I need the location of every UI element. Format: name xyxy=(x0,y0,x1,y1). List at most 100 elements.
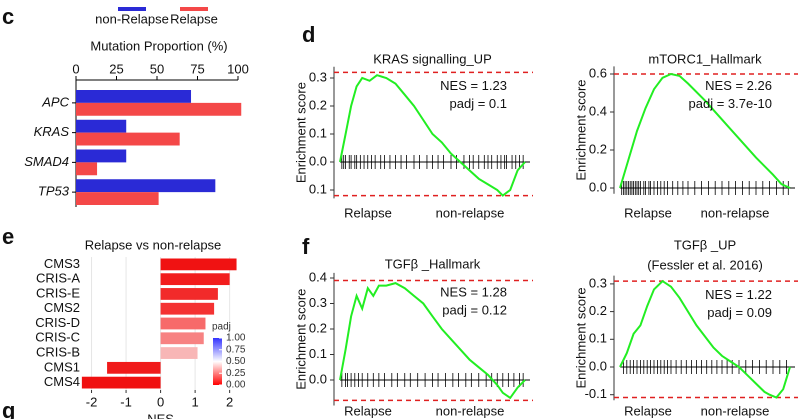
y-tick-label: CMS2 xyxy=(44,300,80,315)
annotation: padj = 0.12 xyxy=(442,302,507,317)
bar xyxy=(160,273,230,286)
colorbar xyxy=(213,338,222,385)
y-tick-label: 0.2 xyxy=(589,141,607,156)
bar xyxy=(81,376,161,389)
y-tick-label: CRIS-E xyxy=(36,285,80,300)
bar xyxy=(160,347,198,359)
enrichment-curve xyxy=(339,282,526,400)
y-tick-label: 0.4 xyxy=(589,103,607,118)
x-end-label: non-relapse xyxy=(701,205,770,220)
enrichment-curve xyxy=(619,72,791,189)
x-tick-label: 0 xyxy=(72,61,79,76)
x-end-label: non-relapse xyxy=(701,403,770,418)
bar xyxy=(160,258,237,271)
panel-label: e xyxy=(2,224,14,249)
y-tick-label: 0.2 xyxy=(589,303,607,318)
y-tick-label: 0.2 xyxy=(309,97,327,112)
y-tick-label: 0.1 xyxy=(309,125,327,140)
y-tick-label: 0.3 xyxy=(309,295,327,310)
bar xyxy=(76,192,159,205)
y-axis-label: Enrichment score xyxy=(293,82,308,183)
y-tick-label: 0.2 xyxy=(309,320,327,335)
y-tick-label: 0.1 xyxy=(309,181,327,196)
x-tick-label: -2 xyxy=(86,394,98,409)
panel-label: c xyxy=(2,4,14,29)
legend-tick-label: 1.00 xyxy=(226,333,246,344)
chart-title: KRAS signalling_UP xyxy=(373,51,492,66)
x-end-label: Relapse xyxy=(344,205,392,220)
y-tick-label: 0.4 xyxy=(309,269,327,284)
x-end-label: non-relapse xyxy=(436,403,505,418)
bar xyxy=(76,119,127,133)
annotation: padj = 0.1 xyxy=(450,96,507,111)
legend-tick-label: 0.25 xyxy=(226,368,246,379)
panel-label: g xyxy=(2,398,15,419)
y-tick-label: 0.3 xyxy=(589,275,607,290)
x-tick-label: 2 xyxy=(226,394,233,409)
bar xyxy=(160,317,206,330)
y-tick-label: -0.1 xyxy=(585,386,607,401)
panel-label: d xyxy=(302,22,315,47)
y-tick-label: CMS4 xyxy=(44,374,80,389)
annotation: NES = 1.28 xyxy=(440,284,507,299)
bar xyxy=(76,162,98,176)
x-axis-label: NES xyxy=(147,411,174,419)
y-tick-label: 0.1 xyxy=(309,346,327,361)
chart-title: Relapse vs non-relapse xyxy=(85,237,222,252)
y-tick-label: KRAS xyxy=(34,124,70,139)
panel-label: f xyxy=(302,234,310,259)
bar xyxy=(76,149,127,163)
bar xyxy=(76,132,180,146)
x-tick-label: 0 xyxy=(157,394,164,409)
x-end-label: Relapse xyxy=(624,205,672,220)
legend-tick-label: 0.75 xyxy=(226,344,246,355)
bar xyxy=(160,332,204,345)
y-tick-label: CRIS-C xyxy=(35,330,80,345)
legend-tick-label: 0.50 xyxy=(226,356,246,367)
legend-title: padj xyxy=(212,322,231,333)
enrichment-curve xyxy=(619,279,791,399)
y-tick-label: CRIS-A xyxy=(36,271,80,286)
y-tick-label: CRIS-B xyxy=(36,344,80,359)
legend-label: non-Relapse xyxy=(95,11,169,26)
annotation: padj = 0.09 xyxy=(707,305,772,320)
y-tick-label: SMAD4 xyxy=(24,154,69,169)
y-tick-label: TP53 xyxy=(38,184,70,199)
chart-title: TGFβ _UP xyxy=(674,237,736,252)
y-axis-label: Enrichment score xyxy=(573,79,588,180)
x-tick-label: 25 xyxy=(109,61,123,76)
chart-subtitle: (Fessler et al. 2016) xyxy=(647,257,763,272)
bar xyxy=(160,288,218,300)
x-tick-label: 75 xyxy=(190,61,204,76)
bar xyxy=(76,179,216,193)
x-end-label: non-relapse xyxy=(436,205,505,220)
y-tick-label: 0.0 xyxy=(309,371,327,386)
x-tick-label: 50 xyxy=(150,61,164,76)
y-tick-label: CMS3 xyxy=(44,256,80,271)
y-axis-label: Enrichment score xyxy=(293,289,308,390)
x-tick-label: 100 xyxy=(227,61,249,76)
x-end-label: Relapse xyxy=(624,403,672,418)
y-tick-label: 0.0 xyxy=(309,153,327,168)
annotation: NES = 1.23 xyxy=(440,78,507,93)
chart-title: Mutation Proportion (%) xyxy=(90,38,227,53)
bar xyxy=(107,361,161,374)
y-tick-label: 0.0 xyxy=(589,179,607,194)
legend-label: Relapse xyxy=(170,11,218,26)
x-end-label: Relapse xyxy=(344,403,392,418)
y-tick-label: APC xyxy=(41,94,69,109)
annotation: padj = 3.7e-10 xyxy=(689,96,772,111)
chart-title: TGFβ _Hallmark xyxy=(385,256,481,271)
y-tick-label: CRIS-D xyxy=(35,315,80,330)
x-tick-label: 1 xyxy=(191,394,198,409)
y-tick-label: 0.1 xyxy=(589,331,607,346)
y-tick-label: 0.3 xyxy=(309,69,327,84)
annotation: NES = 2.26 xyxy=(705,78,772,93)
legend-tick-label: 0.00 xyxy=(226,380,246,391)
y-tick-label: 0.0 xyxy=(589,358,607,373)
enrichment-curve xyxy=(339,74,526,197)
x-tick-label: -1 xyxy=(120,394,132,409)
y-axis-label: Enrichment score xyxy=(573,287,588,388)
chart-title: mTORC1_Hallmark xyxy=(648,51,762,66)
